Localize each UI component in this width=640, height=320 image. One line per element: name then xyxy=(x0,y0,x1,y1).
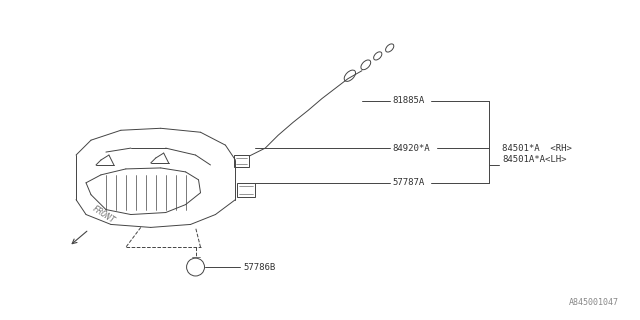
Ellipse shape xyxy=(361,60,371,70)
Text: 81885A: 81885A xyxy=(393,96,425,105)
Text: 84920*A: 84920*A xyxy=(393,144,430,153)
Text: 57786B: 57786B xyxy=(243,263,276,272)
Ellipse shape xyxy=(385,44,394,52)
Text: 57787A: 57787A xyxy=(393,178,425,187)
Text: 84501*A  <RH>: 84501*A <RH> xyxy=(502,144,572,153)
Text: A845001047: A845001047 xyxy=(569,298,619,307)
Ellipse shape xyxy=(374,52,382,60)
Bar xyxy=(234,155,250,167)
Text: FRONT: FRONT xyxy=(91,204,117,225)
Ellipse shape xyxy=(344,70,356,81)
Text: 84501A*A<LH>: 84501A*A<LH> xyxy=(502,156,566,164)
Circle shape xyxy=(187,258,205,276)
Bar xyxy=(237,183,255,197)
